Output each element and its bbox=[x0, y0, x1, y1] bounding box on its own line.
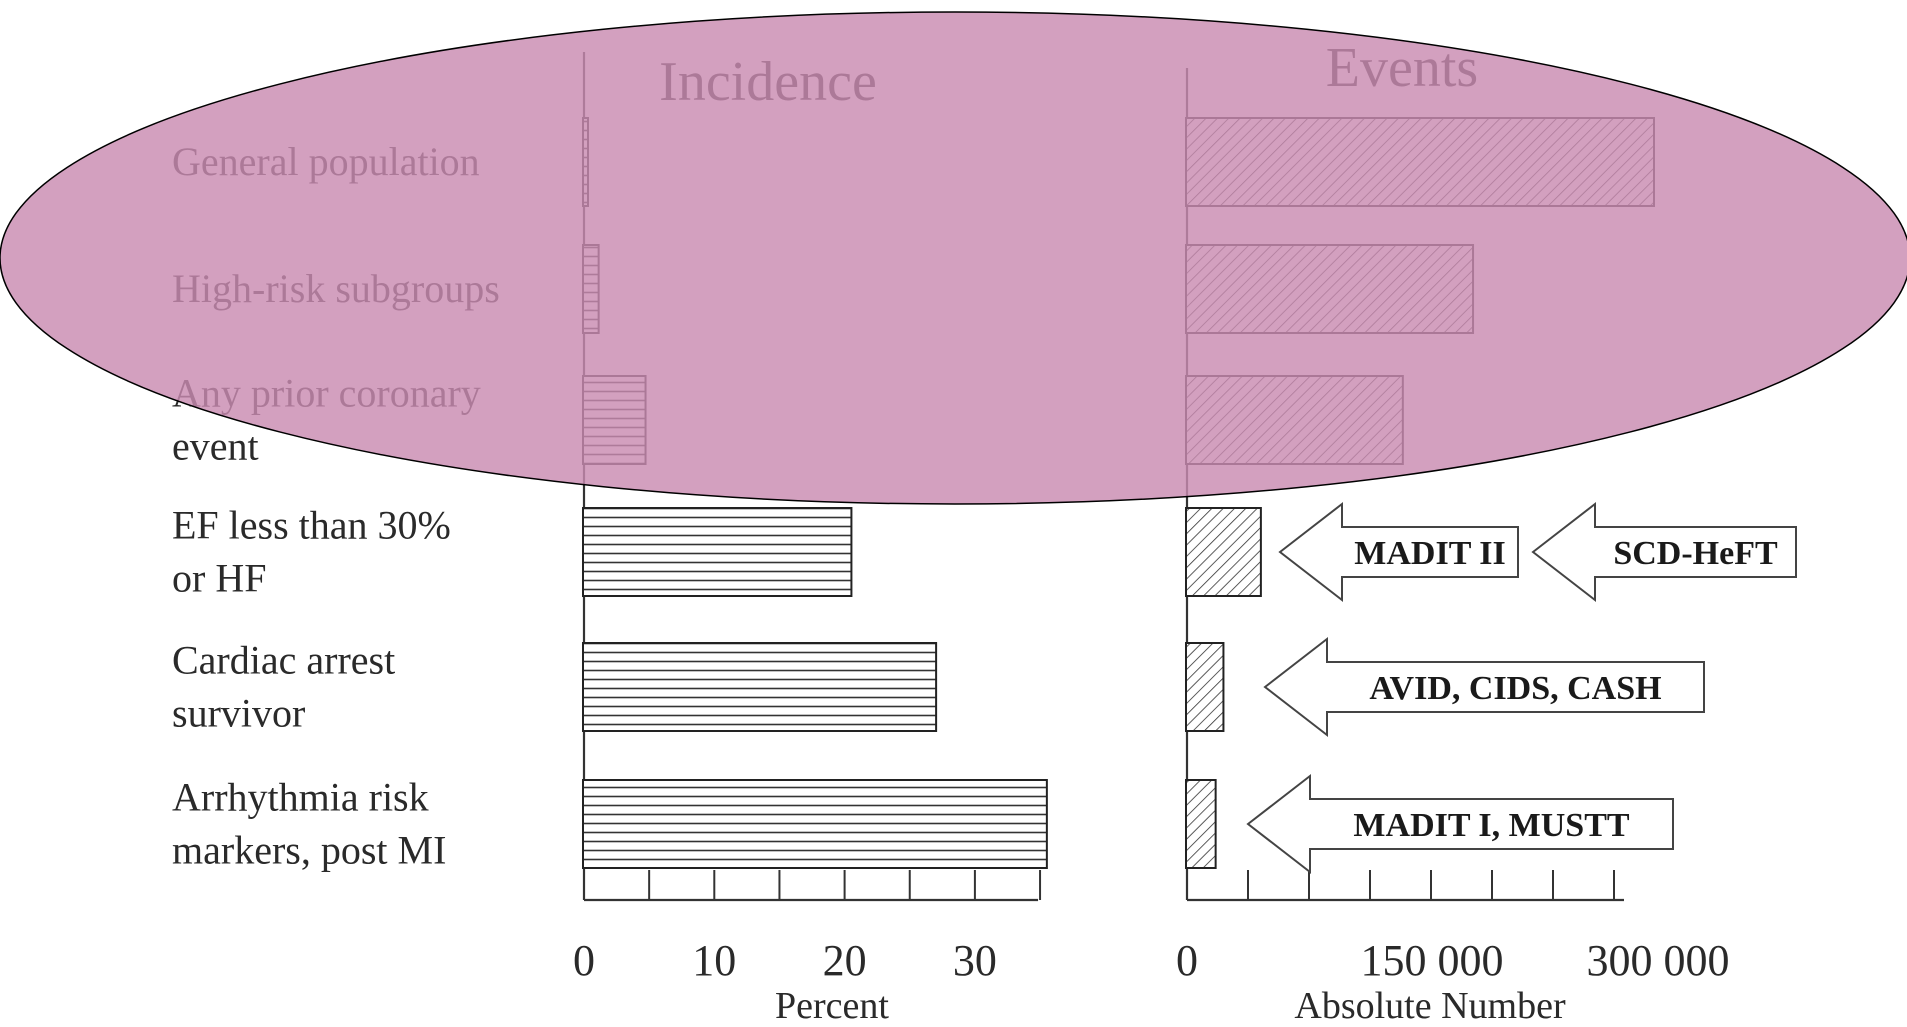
trial-arrow bbox=[1278, 501, 1519, 603]
incidence-tick-label: 20 bbox=[823, 936, 867, 985]
trial-label: MADIT II bbox=[1354, 535, 1505, 572]
events-tick-label: 300 000 bbox=[1587, 936, 1730, 985]
incidence-bar bbox=[582, 642, 938, 732]
incidence-bar bbox=[582, 779, 1048, 869]
category-label: Cardiac arrest bbox=[172, 638, 395, 683]
category-label: event bbox=[172, 424, 259, 469]
category-label: markers, post MI bbox=[172, 828, 446, 873]
events-bar bbox=[1185, 642, 1225, 732]
category-label: or HF bbox=[172, 556, 266, 601]
incidence-tick-label: 0 bbox=[573, 936, 595, 985]
events-tick-label: 0 bbox=[1176, 936, 1198, 985]
category-label: survivor bbox=[172, 691, 305, 736]
events-bar bbox=[1185, 779, 1217, 869]
events-tick-label: 150 000 bbox=[1361, 936, 1504, 985]
incidence-tick-label: 30 bbox=[953, 936, 997, 985]
trial-label: MADIT I, MUSTT bbox=[1353, 807, 1629, 844]
highlight-ellipse bbox=[0, 11, 1907, 505]
trial-label: SCD-HeFT bbox=[1613, 535, 1778, 572]
category-label: Arrhythmia risk bbox=[172, 775, 429, 820]
incidence-tick-label: 10 bbox=[692, 936, 736, 985]
trial-arrow bbox=[1531, 501, 1797, 603]
incidence-x-label: Percent bbox=[775, 985, 889, 1027]
category-label: EF less than 30% bbox=[172, 503, 451, 548]
trial-arrow bbox=[1263, 636, 1705, 738]
trial-arrow bbox=[1246, 773, 1674, 875]
incidence-bar bbox=[582, 507, 853, 597]
events-bar bbox=[1185, 507, 1262, 597]
events-x-label: Absolute Number bbox=[1294, 985, 1566, 1027]
trial-label: AVID, CIDS, CASH bbox=[1369, 670, 1661, 707]
